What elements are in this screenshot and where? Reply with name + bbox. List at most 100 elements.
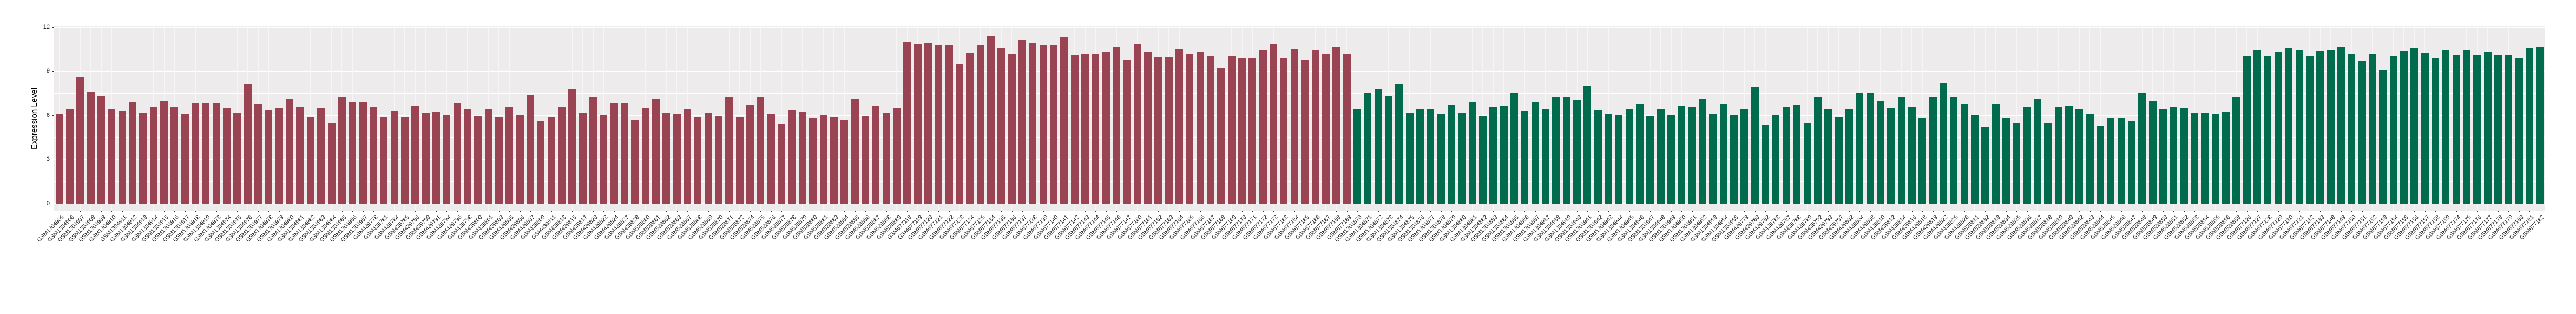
x-tick xyxy=(1744,211,1745,212)
bar xyxy=(1447,104,1455,204)
x-tick xyxy=(498,211,500,212)
x-tick xyxy=(2100,211,2101,212)
bar xyxy=(1092,53,1100,204)
bar xyxy=(349,102,357,204)
x-tick xyxy=(1294,211,1295,212)
bar xyxy=(505,106,514,204)
x-tick xyxy=(1095,211,1096,212)
bar xyxy=(212,103,220,204)
bar xyxy=(966,53,974,204)
bar xyxy=(1762,125,1770,204)
bar xyxy=(840,120,849,204)
bar xyxy=(422,112,430,204)
bar xyxy=(2431,58,2439,204)
bar xyxy=(579,112,587,204)
bar xyxy=(2170,107,2178,204)
bar xyxy=(443,115,451,204)
bar xyxy=(2013,122,2021,204)
gridline-vertical xyxy=(2100,26,2101,211)
bar xyxy=(1772,114,1780,204)
bar xyxy=(987,36,995,204)
x-tick xyxy=(122,211,123,212)
x-tick xyxy=(1524,211,1526,212)
x-tick xyxy=(1535,211,1536,212)
x-tick xyxy=(2142,211,2143,212)
bar xyxy=(1395,84,1403,204)
x-tick xyxy=(2508,211,2509,212)
gridline-vertical xyxy=(781,26,782,211)
x-tick xyxy=(1336,211,1337,212)
x-tick xyxy=(1985,211,1986,212)
bar xyxy=(2232,97,2240,204)
bar xyxy=(684,108,692,204)
gridline-major xyxy=(54,159,2545,160)
gridline-vertical xyxy=(331,26,332,211)
x-tick xyxy=(1200,211,1201,212)
bar xyxy=(411,106,419,204)
bar xyxy=(181,114,189,204)
x-tick xyxy=(436,211,437,212)
bar xyxy=(903,42,911,204)
x-tick xyxy=(2027,211,2028,212)
bar xyxy=(2379,70,2387,204)
plot-panel xyxy=(54,26,2545,211)
x-tick xyxy=(1786,211,1787,212)
bar xyxy=(2128,121,2136,204)
x-tick xyxy=(855,211,856,212)
bar xyxy=(2358,61,2366,204)
bar xyxy=(2285,48,2293,204)
bar xyxy=(1908,107,1916,204)
bar xyxy=(275,108,283,204)
x-tick xyxy=(2529,211,2530,212)
x-tick xyxy=(2246,211,2248,212)
x-tick xyxy=(509,211,510,212)
x-tick xyxy=(1158,211,1159,212)
bar xyxy=(1416,108,1424,204)
x-tick xyxy=(1378,211,1379,212)
bar xyxy=(1144,52,1152,204)
bar xyxy=(1175,49,1184,204)
bar xyxy=(2201,112,2209,204)
x-tick xyxy=(949,211,950,212)
bar xyxy=(66,109,74,204)
x-tick xyxy=(1650,211,1651,212)
bar xyxy=(1290,49,1298,204)
x-tick xyxy=(195,211,196,212)
bar xyxy=(1845,109,1853,204)
bar xyxy=(997,48,1006,204)
gridline-major xyxy=(54,203,2545,204)
bar xyxy=(1552,97,1560,204)
x-tick xyxy=(1011,211,1013,212)
x-tick xyxy=(2414,211,2415,212)
bar xyxy=(2348,53,2356,204)
bar xyxy=(1437,114,1445,204)
x-tick xyxy=(1022,211,1023,212)
bar xyxy=(1196,52,1204,204)
bar xyxy=(788,110,796,204)
bar xyxy=(1856,92,1864,204)
x-tick xyxy=(1273,211,1274,212)
x-tick xyxy=(1849,211,1850,212)
x-tick xyxy=(1263,211,1264,212)
bar xyxy=(2305,55,2314,204)
bar xyxy=(1646,116,1654,204)
bar xyxy=(746,104,754,204)
bar xyxy=(1102,52,1110,204)
bar xyxy=(568,89,576,204)
bar xyxy=(202,103,210,204)
bar xyxy=(1813,97,1822,204)
bar xyxy=(1897,97,1905,204)
x-tick xyxy=(101,211,102,212)
gridline-vertical xyxy=(1807,26,1808,211)
bar xyxy=(1133,44,1141,204)
bar xyxy=(2191,112,2199,204)
x-tick xyxy=(2519,211,2520,212)
bar xyxy=(170,107,179,204)
bar xyxy=(547,116,555,204)
bar xyxy=(108,109,116,204)
x-tick xyxy=(1692,211,1693,212)
x-tick xyxy=(1765,211,1766,212)
x-tick xyxy=(2173,211,2174,212)
bar xyxy=(1405,112,1414,204)
bar xyxy=(1887,108,1895,204)
